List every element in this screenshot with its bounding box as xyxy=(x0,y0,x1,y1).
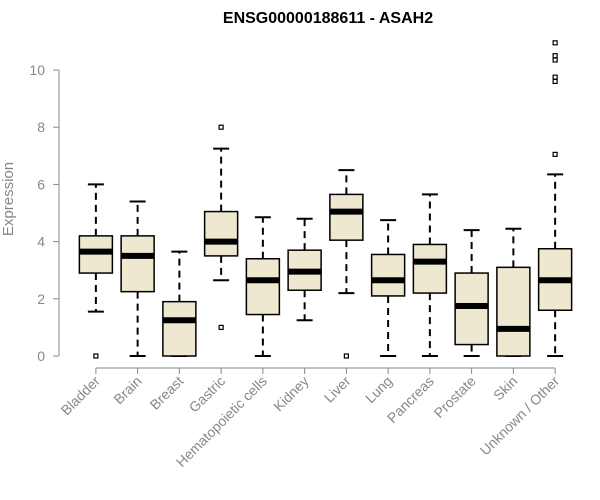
y-tick-label: 8 xyxy=(37,119,45,135)
box-brain xyxy=(120,200,155,357)
iqr-box xyxy=(370,253,406,297)
outlier-point xyxy=(552,78,558,85)
box-bladder xyxy=(78,183,114,359)
category-label: Liver xyxy=(321,373,354,406)
iqr-box xyxy=(496,266,531,357)
outlier-point xyxy=(343,353,349,359)
outlier-point xyxy=(552,40,558,46)
outlier-point xyxy=(552,57,558,63)
box-gastric xyxy=(203,124,239,330)
iqr-box xyxy=(120,235,155,293)
chart-title: ENSG00000188611 - ASAH2 xyxy=(223,10,433,27)
boxes xyxy=(78,40,573,359)
category-label: Kidney xyxy=(270,373,312,415)
outlier-point xyxy=(218,324,224,330)
category-label: Brain xyxy=(110,373,144,407)
outlier-point xyxy=(552,74,558,80)
y-tick-label: 2 xyxy=(37,291,45,307)
outlier-point xyxy=(93,353,99,359)
box-lung xyxy=(370,219,406,357)
category-label: Prostate xyxy=(431,373,479,421)
category-label: Lung xyxy=(362,373,395,406)
y-tick-label: 6 xyxy=(37,176,45,192)
y-tick-label: 4 xyxy=(37,234,45,250)
y-axis-label: Expression xyxy=(0,162,17,236)
category-label: Unknown / Other xyxy=(477,373,563,459)
axes: 0 2 4 6 8 10 xyxy=(29,62,556,374)
outlier-point xyxy=(552,151,558,157)
iqr-box xyxy=(412,243,448,294)
outlier-point xyxy=(552,53,558,59)
iqr-box xyxy=(245,258,281,316)
iqr-box xyxy=(203,210,239,257)
box-breast xyxy=(162,250,197,357)
iqr-box xyxy=(329,193,364,241)
iqr-box xyxy=(162,300,197,357)
category-label: Skin xyxy=(490,373,521,404)
box-prostate xyxy=(454,229,489,357)
box-unknown-other xyxy=(537,40,573,357)
box-hematopoietic-cells xyxy=(245,216,281,357)
category-label: Breast xyxy=(147,373,187,413)
box-liver xyxy=(329,169,364,359)
box-kidney xyxy=(287,217,322,322)
box-skin xyxy=(496,227,531,357)
category-label: Bladder xyxy=(58,373,104,419)
y-tick-label: 10 xyxy=(29,62,45,78)
box-pancreas xyxy=(412,193,448,357)
y-tick-label: 0 xyxy=(37,348,45,364)
outlier-point xyxy=(218,124,224,130)
